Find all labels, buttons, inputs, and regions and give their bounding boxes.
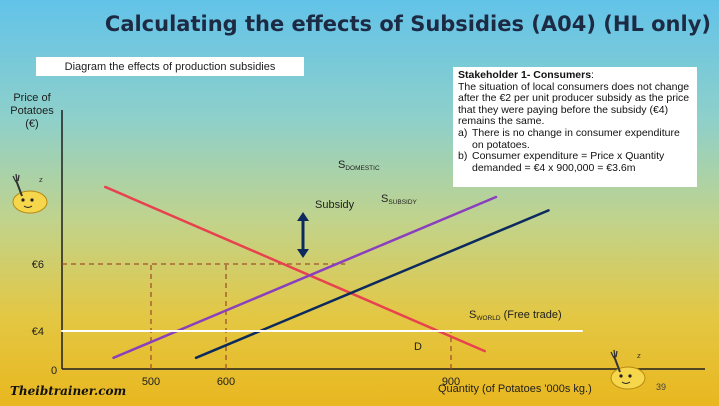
info-item-text: Consumer expenditure = Price x Quantity … bbox=[472, 150, 665, 174]
info-body: The situation of local consumers does no… bbox=[458, 80, 690, 128]
series-label-s-world: SWORLD (Free trade) bbox=[469, 309, 562, 322]
page-number: 39 bbox=[656, 382, 667, 392]
info-heading: Stakeholder 1- Consumers bbox=[458, 69, 592, 81]
arrow-down-icon bbox=[297, 249, 309, 258]
info-item: a) There is no change in consumer expend… bbox=[458, 126, 692, 151]
info-item: b) Consumer expenditure = Price x Quanti… bbox=[458, 150, 692, 174]
y-tick-label: €4 bbox=[32, 326, 44, 338]
diagram-caption-text: Diagram the effects of production subsid… bbox=[64, 60, 276, 73]
origin-label: 0 bbox=[51, 365, 57, 377]
series-label-s-subsidy: SSUBSIDY bbox=[381, 193, 418, 206]
potato-mascot-icon: z bbox=[12, 173, 48, 214]
slide-title: Calculating the effects of Subsidies (A0… bbox=[104, 12, 711, 36]
svg-text:z: z bbox=[637, 352, 641, 360]
info-heading-line: Stakeholder 1- Consumers: bbox=[458, 69, 692, 82]
stakeholder-info-box: Stakeholder 1- Consumers: The situation … bbox=[453, 67, 697, 187]
info-item-marker: b) bbox=[458, 150, 468, 163]
potato-mascot-icon: z bbox=[610, 349, 646, 390]
arrow-up-icon bbox=[297, 212, 309, 221]
diagram-caption: Diagram the effects of production subsid… bbox=[36, 57, 304, 76]
svg-text:z: z bbox=[39, 176, 43, 184]
brand-logo: Theibtrainer.com bbox=[10, 384, 127, 398]
curve-s-subsidy bbox=[194, 209, 550, 360]
curve-d bbox=[104, 185, 486, 353]
series-label-d: D bbox=[414, 341, 422, 353]
x-tick-label: 600 bbox=[217, 376, 235, 388]
info-item-marker: a) bbox=[458, 126, 468, 139]
y-tick-label: €6 bbox=[32, 259, 44, 271]
info-item-text: There is no change in consumer expenditu… bbox=[472, 126, 680, 151]
x-axis-title: Quantity (of Potatoes '000s kg.) bbox=[438, 383, 592, 395]
series-label-s-domestic: SDOMESTIC bbox=[338, 159, 380, 172]
x-tick-label: 500 bbox=[142, 376, 160, 388]
y-axis-title: Price of Potatoes (€) bbox=[10, 92, 54, 130]
x-tick-label: 900 bbox=[442, 376, 460, 388]
subsidy-label: Subsidy bbox=[315, 199, 355, 211]
info-heading-suffix: : bbox=[591, 69, 594, 81]
curve-s-domestic bbox=[112, 195, 498, 360]
